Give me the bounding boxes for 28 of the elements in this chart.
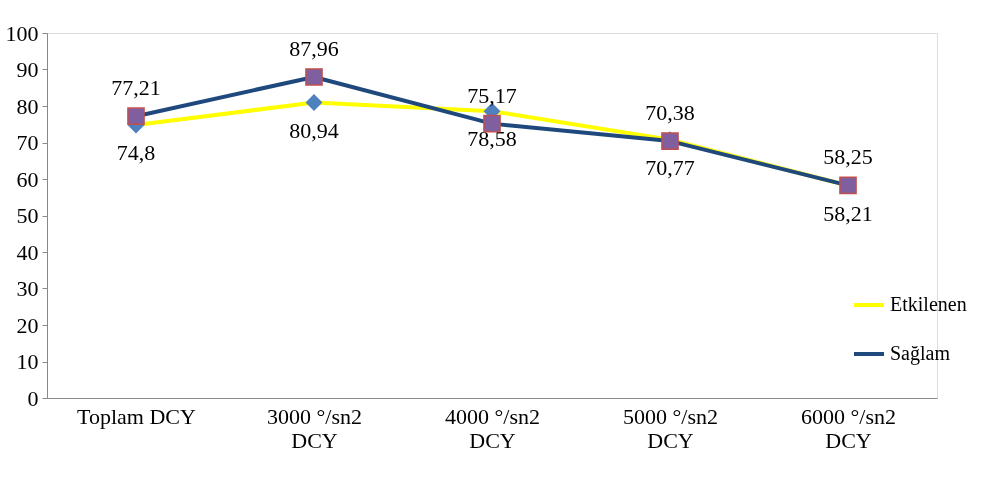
x-tick-label: 5000 °/sn2 DCY <box>623 403 718 453</box>
data-label: 77,21 <box>111 75 161 101</box>
y-tick-label: 60 <box>16 166 39 192</box>
y-tick-label: 10 <box>16 349 39 374</box>
legend-label: Etkilenen <box>890 293 967 315</box>
data-label: 87,96 <box>289 35 339 61</box>
data-label: 78,58 <box>467 126 517 152</box>
x-tick-label: 6000 °/sn2 DCY <box>801 403 896 453</box>
data-label: 80,94 <box>289 117 339 143</box>
data-label: 75,17 <box>467 82 517 108</box>
y-tick-label: 40 <box>16 239 39 265</box>
data-label: 58,25 <box>823 144 873 170</box>
y-tick-label: 90 <box>16 57 39 82</box>
legend-label: Sağlam <box>890 342 951 365</box>
y-tick-label: 30 <box>16 276 39 301</box>
x-tick-label: 3000 °/sn2 DCY <box>267 403 362 453</box>
y-tick-label: 80 <box>16 93 39 119</box>
data-label: 70,38 <box>645 100 695 126</box>
y-tick-label: 20 <box>16 312 39 338</box>
x-tick-label: 4000 °/sn2 DCY <box>445 403 540 453</box>
y-tick-label: 70 <box>16 130 39 155</box>
data-label: 74,8 <box>116 139 156 165</box>
y-tick-label: 100 <box>5 20 39 46</box>
data-label: 58,21 <box>823 200 873 226</box>
y-tick-label: 50 <box>16 203 39 228</box>
data-label: 70,77 <box>645 154 695 180</box>
x-tick-label: Toplam DCY <box>77 403 197 429</box>
y-tick-label: 0 <box>27 385 39 411</box>
